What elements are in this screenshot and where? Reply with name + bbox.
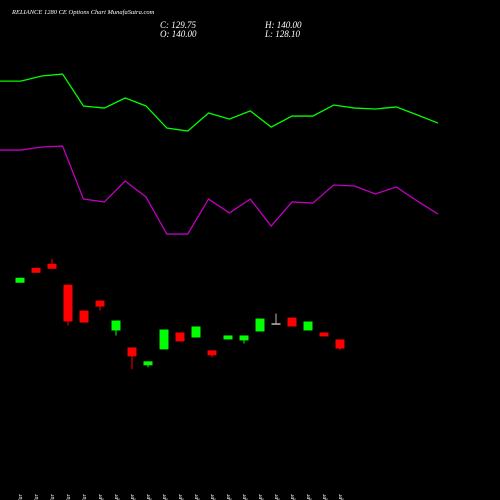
candle-body <box>15 277 25 283</box>
x-tick-label: 22 Apr <box>306 493 312 500</box>
x-tick-label: 09 Apr <box>178 493 184 500</box>
x-tick-label: 06 Apr <box>130 493 136 500</box>
x-tick-label: 02 Apr <box>114 493 120 500</box>
x-tick-label: 27 Mar <box>66 493 72 500</box>
candle-body <box>271 323 281 325</box>
x-tick-label: 20 Apr <box>274 493 280 500</box>
candle-body <box>287 317 297 327</box>
candle-body <box>223 335 233 340</box>
candle-body <box>255 318 265 332</box>
x-tick-label: 01 Apr <box>98 493 104 500</box>
candle-body <box>335 339 345 349</box>
candle-body <box>191 326 201 338</box>
high-text: H: 140.00 <box>264 20 302 30</box>
x-tick-label: 23 Apr <box>322 493 328 500</box>
candle-body <box>207 350 217 356</box>
low-text: L: 128.10 <box>264 29 301 39</box>
candle-body <box>79 310 89 323</box>
candle-body <box>239 335 249 341</box>
candle-body <box>175 332 185 342</box>
candle-body <box>319 332 329 337</box>
close-text: C: 129.75 <box>160 20 197 30</box>
candle-body <box>159 329 169 350</box>
candle-body <box>95 300 105 307</box>
chart-title: RELIANCE 1280 CE Options Chart MunafaSut… <box>11 9 155 16</box>
line-series <box>0 73 439 132</box>
x-tick-label: 16 Apr <box>242 493 248 500</box>
candle-body <box>111 320 121 331</box>
x-tick-label: 24 Mar <box>33 493 40 500</box>
x-tick-label: 25 Mar <box>50 493 56 500</box>
candle-body <box>63 284 73 322</box>
candle-body <box>303 321 313 331</box>
x-tick-label: 21 Apr <box>290 493 296 500</box>
open-text: O: 140.00 <box>160 29 197 39</box>
x-tick-label: 08 Apr <box>162 493 168 500</box>
candle-body <box>47 263 57 269</box>
x-tick-label: 17 Apr <box>258 493 264 500</box>
x-tick-label: 12 Apr <box>210 493 216 500</box>
x-tick-label: 10 Apr <box>194 493 200 500</box>
x-tick-label: 24 Apr <box>337 493 344 500</box>
candle-body <box>127 347 137 357</box>
x-tick-label: 22 Mar <box>18 493 24 500</box>
x-tick-label: 15 Apr <box>226 493 232 500</box>
line-series <box>0 145 439 235</box>
candle-body <box>143 361 153 366</box>
x-tick-label: 07 Apr <box>146 493 152 500</box>
x-tick-label: 28 Mar <box>82 493 88 500</box>
candle-body <box>31 267 41 273</box>
